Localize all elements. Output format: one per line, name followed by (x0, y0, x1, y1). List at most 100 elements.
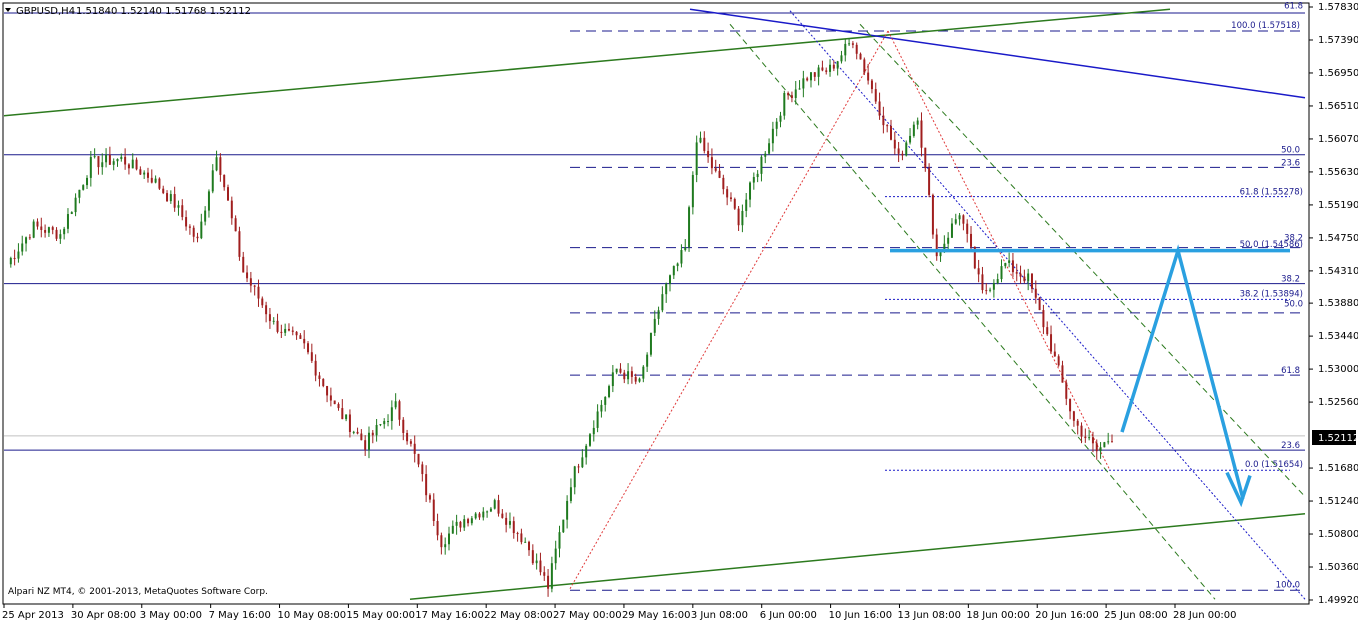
candle-body (51, 227, 54, 230)
candle-body (790, 95, 793, 98)
candle-body (265, 305, 268, 315)
candle-body (139, 169, 142, 175)
candle-body (798, 88, 801, 90)
candle-body (558, 532, 561, 549)
candle-body (836, 61, 839, 69)
candle-body (844, 43, 847, 56)
candle-body (1046, 327, 1049, 335)
price-tick-label: 1.56070 (1318, 134, 1358, 145)
candle-body (1008, 260, 1011, 263)
candle-body (809, 72, 812, 81)
price-tick-label: 1.54750 (1318, 233, 1358, 244)
dropdown-triangle-icon[interactable] (5, 8, 11, 12)
price-axis: 1.57830 1.57390 1.56950 1.56510 1.56070 1.556… (1308, 2, 1358, 606)
time-tick-labels: 25 Apr 2013 30 Apr 08:00 3 May 00:00 7 May … (2, 604, 1237, 621)
candle-body (318, 375, 321, 379)
candle-body (280, 331, 283, 333)
price-tick-label: 1.50360 (1318, 562, 1358, 573)
candle-body (116, 158, 119, 162)
candle-body (93, 156, 96, 158)
candle-body (276, 320, 279, 332)
candle-body (47, 227, 50, 233)
candle-body (314, 360, 317, 376)
time-tick-label: 27 May 00:00 (553, 610, 622, 621)
trendlines (3, 8, 1306, 600)
candle-body (181, 205, 184, 218)
time-tick-label: 20 Jun 16:00 (1035, 610, 1099, 621)
down-channel-upper-line (859, 23, 1306, 497)
candle-body (592, 427, 595, 435)
candle-body (261, 298, 264, 306)
candle-body (573, 466, 576, 488)
candle-body (74, 197, 77, 213)
candle-body (432, 499, 435, 522)
candle-body (1023, 276, 1026, 282)
fib-level-label: 23.6 (1281, 158, 1300, 168)
price-tick-label: 1.56510 (1318, 101, 1358, 112)
time-tick-label: 18 Jun 00:00 (966, 610, 1030, 621)
price-tick-label: 1.50800 (1318, 529, 1358, 540)
symbol-label: GBPUSD,H4 (16, 6, 75, 17)
candle-body (1084, 436, 1087, 439)
candle-body (489, 508, 492, 512)
candle-body (455, 521, 458, 526)
candle-body (1107, 441, 1110, 443)
candle-body (459, 521, 462, 528)
candle-body (1000, 266, 1003, 280)
candle-body (596, 411, 599, 428)
candle-body (188, 226, 191, 228)
candle-body (310, 352, 313, 361)
candle-body (482, 511, 485, 518)
candle-body (729, 197, 732, 200)
candle-body (13, 257, 16, 259)
candle-body (21, 243, 24, 252)
candle-body (112, 161, 115, 165)
candle-body (166, 193, 169, 202)
candle-body (669, 275, 671, 284)
candle-body (1095, 443, 1098, 452)
candle-body (333, 400, 336, 405)
candle-body (794, 89, 797, 98)
time-tick-label: 15 May 00:00 (346, 610, 415, 621)
candle-body (295, 331, 298, 336)
candle-body (829, 64, 832, 72)
candle-body (890, 125, 892, 140)
price-tick-label: 1.55630 (1318, 167, 1358, 178)
candle-body (611, 372, 614, 387)
candle-body (249, 278, 252, 286)
candle-body (242, 256, 245, 273)
candle-body (653, 318, 656, 333)
candle-body (40, 226, 43, 231)
candle-body (173, 194, 176, 208)
candle-body (756, 173, 759, 178)
fib-level-label: 23.6 (1281, 441, 1300, 451)
candle-body (108, 154, 111, 165)
candle-body (86, 177, 89, 186)
candle-body (154, 178, 157, 183)
candle-body (1103, 442, 1106, 448)
price-tick-label: 1.57830 (1318, 2, 1358, 13)
candle-body (878, 101, 881, 116)
candle-body (253, 285, 256, 287)
candle-body (32, 221, 35, 238)
candle-body (615, 368, 618, 373)
candle-body (383, 421, 386, 425)
candle-body (543, 572, 546, 576)
candle-body (840, 55, 843, 62)
candle-body (66, 214, 69, 229)
candle-body (150, 177, 153, 183)
candle-body (600, 404, 603, 412)
candle-body (257, 286, 260, 299)
candle-body (508, 521, 511, 525)
candle-body (585, 445, 588, 458)
candle-body (299, 335, 302, 339)
candle-body (973, 246, 976, 269)
candle-body (402, 419, 405, 433)
time-tick-label: 30 Apr 08:00 (71, 610, 136, 621)
candle-body (916, 120, 919, 125)
candle-body (783, 93, 786, 116)
candle-body (882, 115, 885, 126)
candle-body (55, 229, 58, 239)
candle-body (341, 408, 344, 420)
